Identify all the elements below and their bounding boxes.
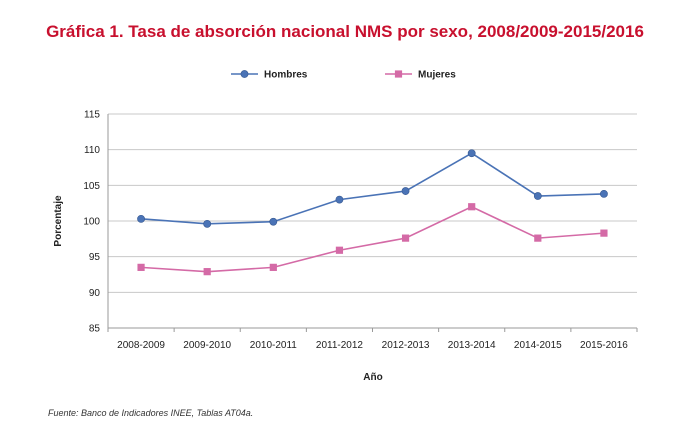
y-tick-label: 85 bbox=[89, 324, 101, 335]
data-point bbox=[468, 203, 476, 211]
data-point bbox=[600, 189, 608, 198]
legend-marker bbox=[240, 70, 249, 78]
chart-title: Gráfica 1. Tasa de absorción nacional NM… bbox=[46, 22, 644, 41]
series-hombres bbox=[137, 149, 608, 228]
legend-item-hombres: Hombres bbox=[231, 70, 308, 81]
y-tick-label: 90 bbox=[89, 288, 101, 299]
data-point bbox=[534, 234, 542, 242]
legend-marker bbox=[394, 70, 403, 78]
data-point bbox=[600, 229, 608, 237]
x-tick-label: 2008-2009 bbox=[117, 340, 165, 351]
series-line-mujeres bbox=[141, 205, 604, 273]
x-tick-label: 2014-2015 bbox=[514, 340, 562, 351]
x-tick-label: 2010-2011 bbox=[250, 340, 298, 351]
data-point bbox=[137, 214, 145, 223]
series-line-hombres bbox=[141, 152, 604, 225]
y-tick-label: 105 bbox=[83, 181, 100, 192]
axes: 85 90 95 100 105 110 115 2008-2009 2009-2010 2010… bbox=[83, 110, 638, 351]
legend-label: Mujeres bbox=[418, 70, 456, 81]
y-tick-label: 115 bbox=[84, 110, 100, 121]
legend-item-mujeres: Mujeres bbox=[385, 70, 456, 81]
data-point bbox=[401, 187, 410, 195]
data-point bbox=[335, 195, 344, 204]
data-point bbox=[533, 192, 542, 200]
x-tick-label: 2015-2016 bbox=[580, 340, 628, 351]
data-point bbox=[467, 149, 476, 158]
x-tick-label: 2013-2014 bbox=[448, 340, 496, 351]
y-tick-label: 110 bbox=[84, 145, 100, 156]
y-tick-label: 95 bbox=[89, 252, 101, 263]
x-axis-title: Año bbox=[363, 372, 382, 383]
series-layer bbox=[137, 149, 608, 276]
source-note: Fuente: Banco de Indicadores INEE, Tabla… bbox=[48, 408, 254, 418]
series-mujeres bbox=[137, 203, 608, 276]
data-point bbox=[269, 263, 277, 271]
y-axis-title: Porcentaje bbox=[53, 195, 64, 247]
legend-label: Hombres bbox=[264, 70, 308, 81]
gridlines bbox=[108, 113, 637, 293]
x-tick-label: 2012-2013 bbox=[382, 340, 430, 351]
data-point bbox=[335, 246, 344, 254]
data-point bbox=[203, 268, 211, 276]
y-tick-label: 100 bbox=[83, 217, 100, 228]
x-tick-label: 2011-2012 bbox=[316, 340, 364, 351]
x-tick-label: 2009-2010 bbox=[183, 340, 231, 351]
data-point bbox=[137, 263, 145, 271]
data-point bbox=[269, 217, 278, 226]
legend: Hombres Mujeres bbox=[231, 70, 456, 81]
data-point bbox=[401, 234, 410, 242]
data-point bbox=[203, 219, 212, 228]
